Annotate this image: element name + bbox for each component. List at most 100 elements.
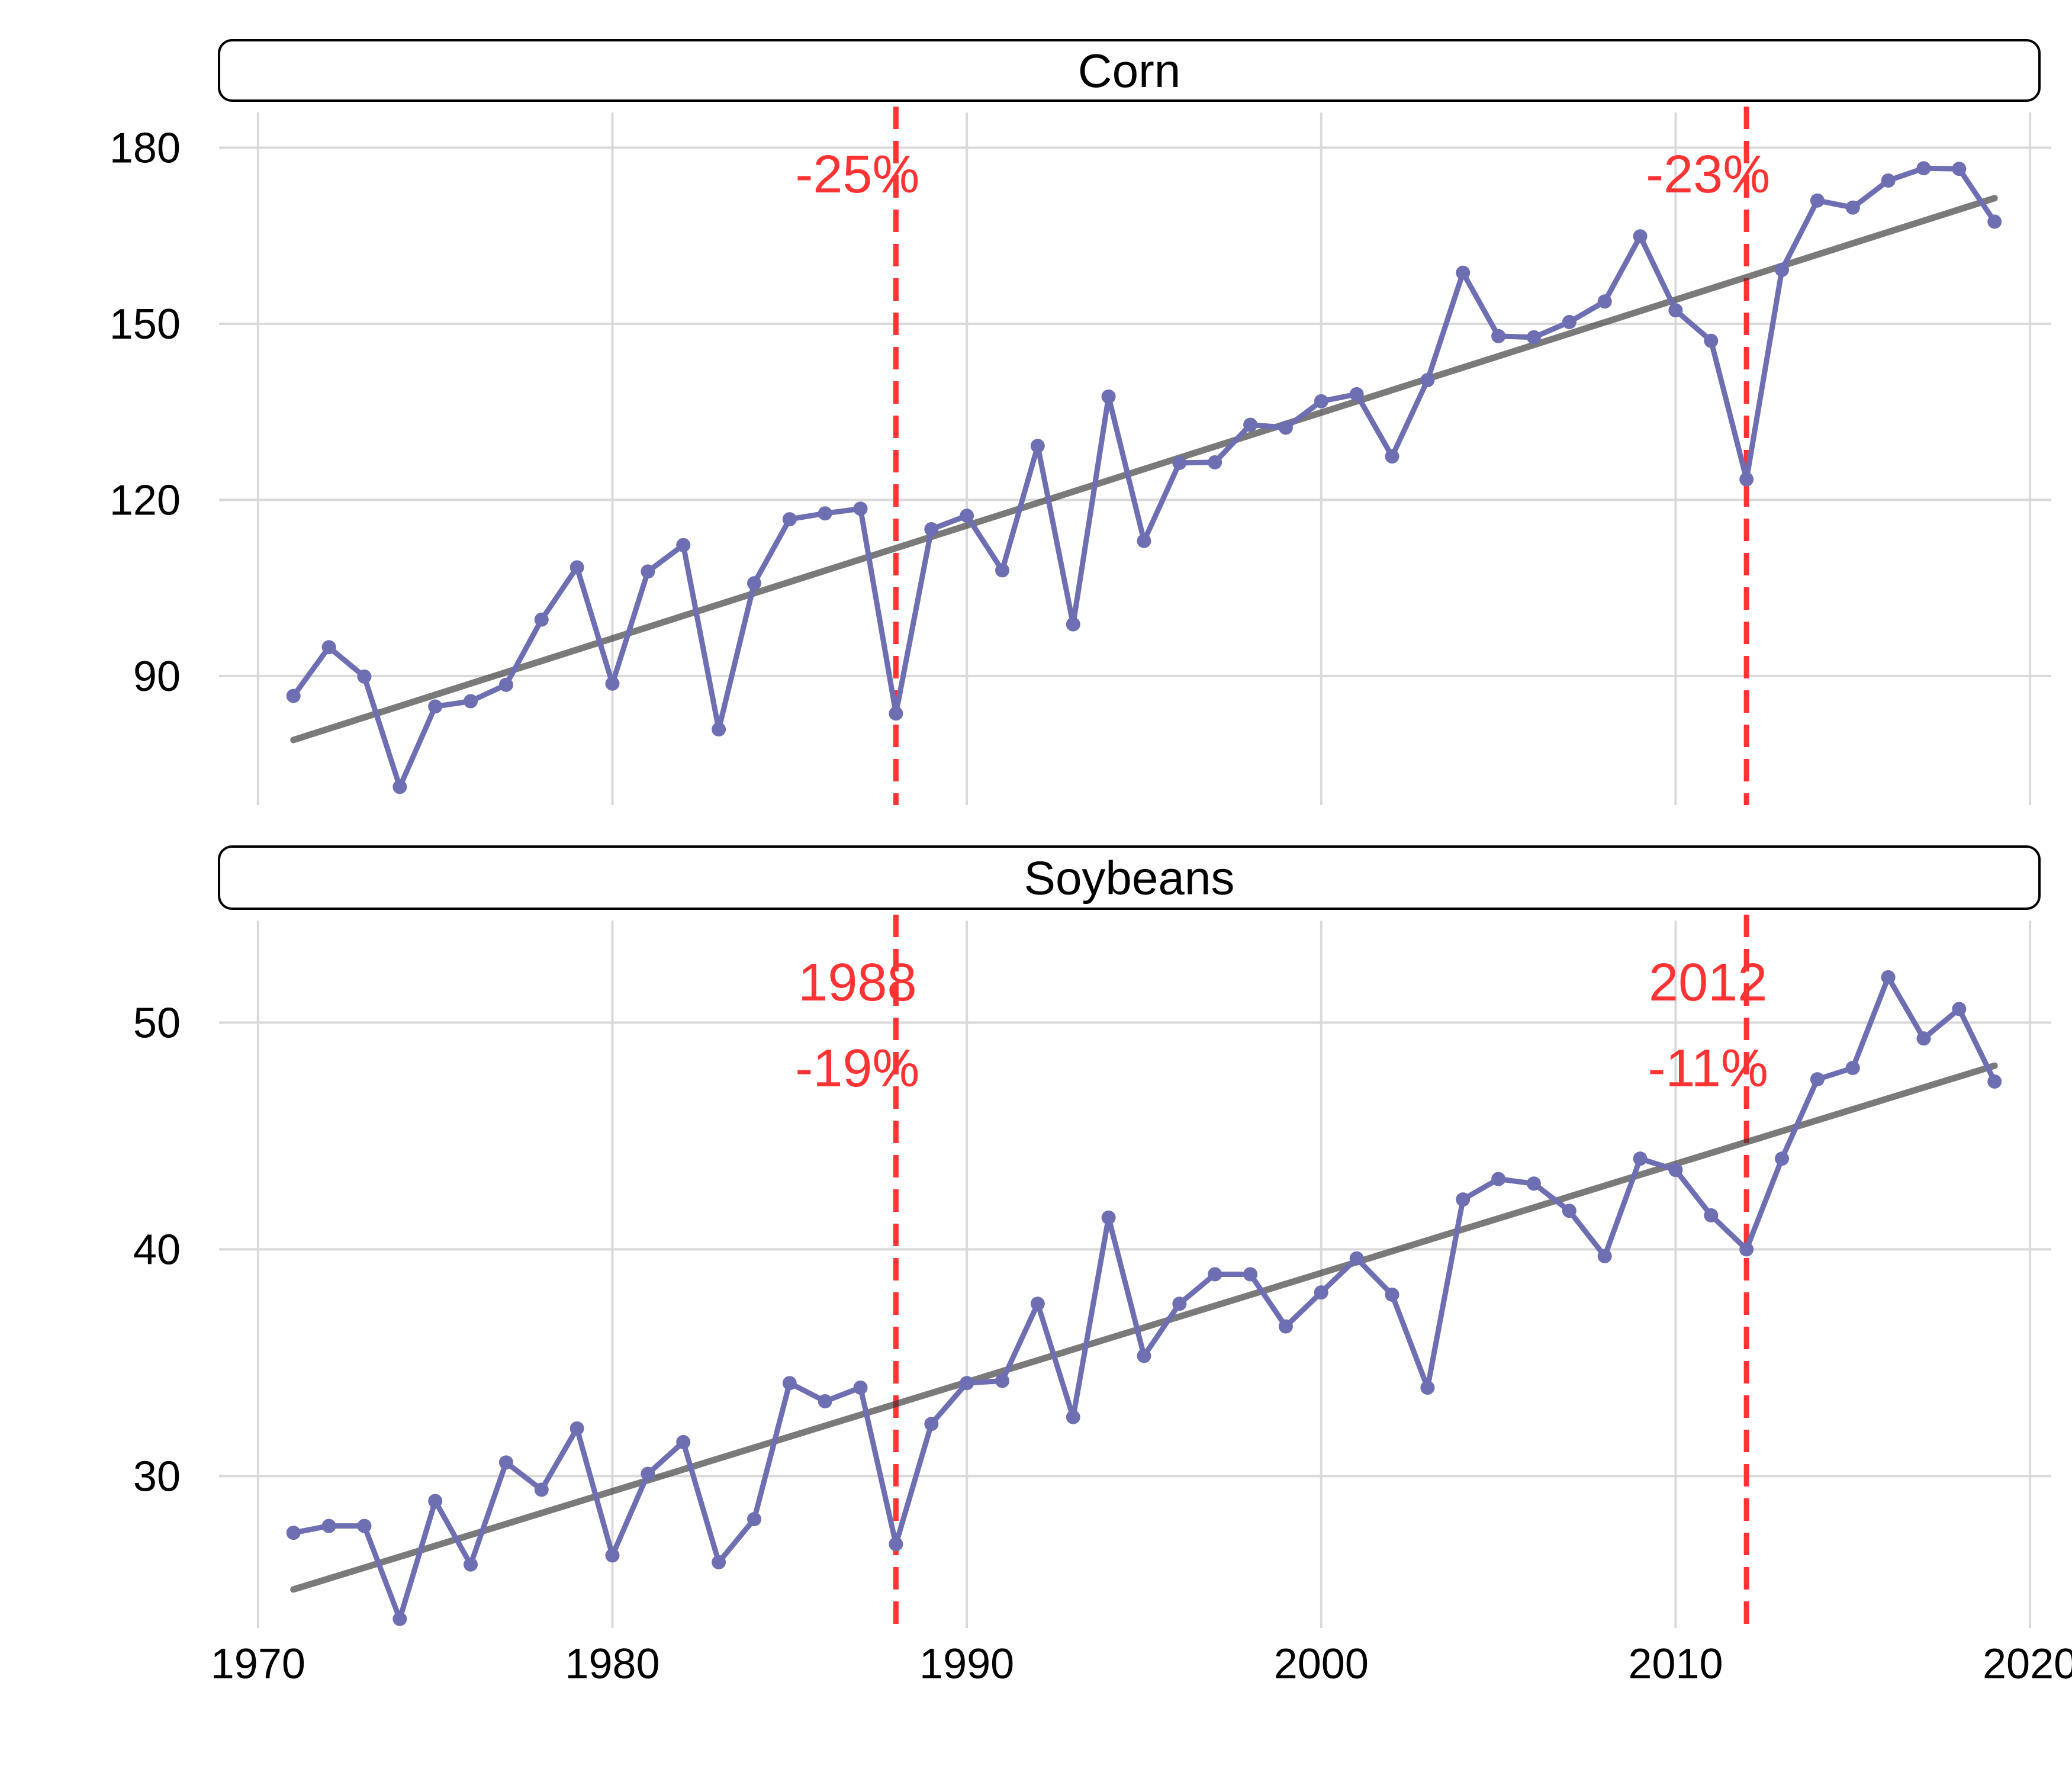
- y-tick-label: 120: [110, 477, 181, 524]
- data-point: [1278, 420, 1293, 435]
- data-point: [1420, 373, 1435, 388]
- data-point: [1845, 1060, 1860, 1075]
- data-point: [1633, 1151, 1648, 1166]
- data-point: [782, 512, 797, 527]
- data-point: [1491, 329, 1506, 343]
- annotation-label: -11%: [1648, 1039, 1768, 1098]
- data-point: [1668, 303, 1683, 318]
- data-point: [392, 780, 407, 794]
- data-point: [392, 1611, 407, 1626]
- data-point: [712, 722, 726, 737]
- data-point: [1030, 439, 1045, 453]
- data-point: [782, 1376, 797, 1391]
- annotation-label: 1988: [798, 953, 916, 1012]
- data-point: [889, 706, 903, 721]
- data-point: [1066, 617, 1080, 632]
- annotation-label: 2012: [1649, 953, 1767, 1012]
- data-point: [321, 640, 336, 655]
- data-point: [1137, 1349, 1151, 1363]
- y-tick-label: 180: [110, 124, 181, 172]
- data-point: [605, 1548, 620, 1563]
- annotation-label: -19%: [795, 1039, 919, 1098]
- facet-strip-label: Soybeans: [1024, 852, 1235, 905]
- data-point: [1633, 229, 1648, 244]
- panel-corn: Corn 90 120 150 180 -25% -23%: [110, 39, 2051, 805]
- data-point: [605, 676, 620, 691]
- data-point: [1916, 161, 1931, 176]
- facet-strip-label: Corn: [1078, 44, 1180, 97]
- data-point: [1385, 1287, 1399, 1302]
- data-point: [676, 538, 691, 552]
- data-point: [1952, 162, 1967, 176]
- data-point: [1987, 214, 2002, 229]
- data-point: [1562, 1204, 1576, 1218]
- data-point: [1314, 1285, 1328, 1300]
- data-point: [1137, 533, 1151, 548]
- data-point: [747, 576, 761, 591]
- data-point: [1101, 389, 1116, 404]
- y-tick-label: 50: [133, 999, 181, 1047]
- data-point: [1385, 449, 1399, 464]
- data-point: [428, 1494, 443, 1508]
- data-point: [818, 506, 832, 521]
- data-point: [1775, 1151, 1790, 1166]
- data-point: [853, 1381, 868, 1395]
- data-point: [747, 1512, 761, 1527]
- data-point: [1739, 472, 1754, 487]
- data-point: [428, 699, 443, 714]
- data-point: [995, 1373, 1010, 1388]
- data-point: [1491, 1172, 1506, 1186]
- data-point: [1172, 1296, 1187, 1311]
- data-point: [1881, 970, 1896, 984]
- data-point: [1810, 193, 1825, 208]
- data-point: [1562, 314, 1576, 329]
- x-tick-label: 1990: [919, 1640, 1014, 1688]
- data-point: [1030, 1296, 1045, 1311]
- data-point: [1243, 1267, 1258, 1282]
- data-point: [1172, 455, 1187, 470]
- data-point: [1526, 330, 1541, 345]
- data-point: [712, 1555, 726, 1569]
- data-point: [570, 560, 584, 575]
- data-point: [464, 694, 478, 709]
- data-point: [321, 1518, 336, 1533]
- data-point: [889, 1537, 903, 1552]
- data-point: [286, 688, 301, 703]
- data-point: [464, 1557, 478, 1572]
- data-point: [1208, 1267, 1222, 1282]
- data-point: [1314, 394, 1328, 408]
- data-point: [534, 1482, 549, 1497]
- data-point: [1349, 387, 1364, 401]
- data-point: [1704, 333, 1719, 348]
- series-line: [291, 165, 1997, 790]
- data-point: [641, 1466, 655, 1481]
- data-point: [924, 522, 939, 536]
- facet-strip: [218, 39, 2041, 102]
- data-point: [1916, 1031, 1931, 1046]
- data-point: [570, 1421, 584, 1436]
- data-point: [853, 501, 868, 516]
- data-point: [1278, 1319, 1293, 1334]
- x-tick-label: 2000: [1274, 1640, 1369, 1688]
- data-point: [1456, 1192, 1471, 1207]
- data-point: [960, 1376, 974, 1391]
- data-point: [534, 612, 549, 627]
- data-point: [1101, 1210, 1116, 1225]
- annotation-label: -23%: [1646, 145, 1770, 204]
- data-point: [1456, 265, 1471, 280]
- data-point: [1526, 1176, 1541, 1191]
- annotation-label: -25%: [795, 145, 919, 204]
- trend-line: [290, 1062, 1998, 1593]
- y-tick-label: 30: [133, 1453, 181, 1500]
- data-point: [1349, 1251, 1364, 1266]
- data-point: [1952, 1002, 1967, 1016]
- x-tick-label: 2010: [1628, 1640, 1723, 1688]
- data-point: [1597, 1249, 1612, 1263]
- data-point: [498, 677, 513, 692]
- data-point: [357, 1518, 372, 1533]
- data-point: [1881, 173, 1896, 188]
- x-tick-label: 2020: [1983, 1640, 2072, 1688]
- y-tick-label: 40: [133, 1226, 181, 1273]
- data-point: [1845, 200, 1860, 215]
